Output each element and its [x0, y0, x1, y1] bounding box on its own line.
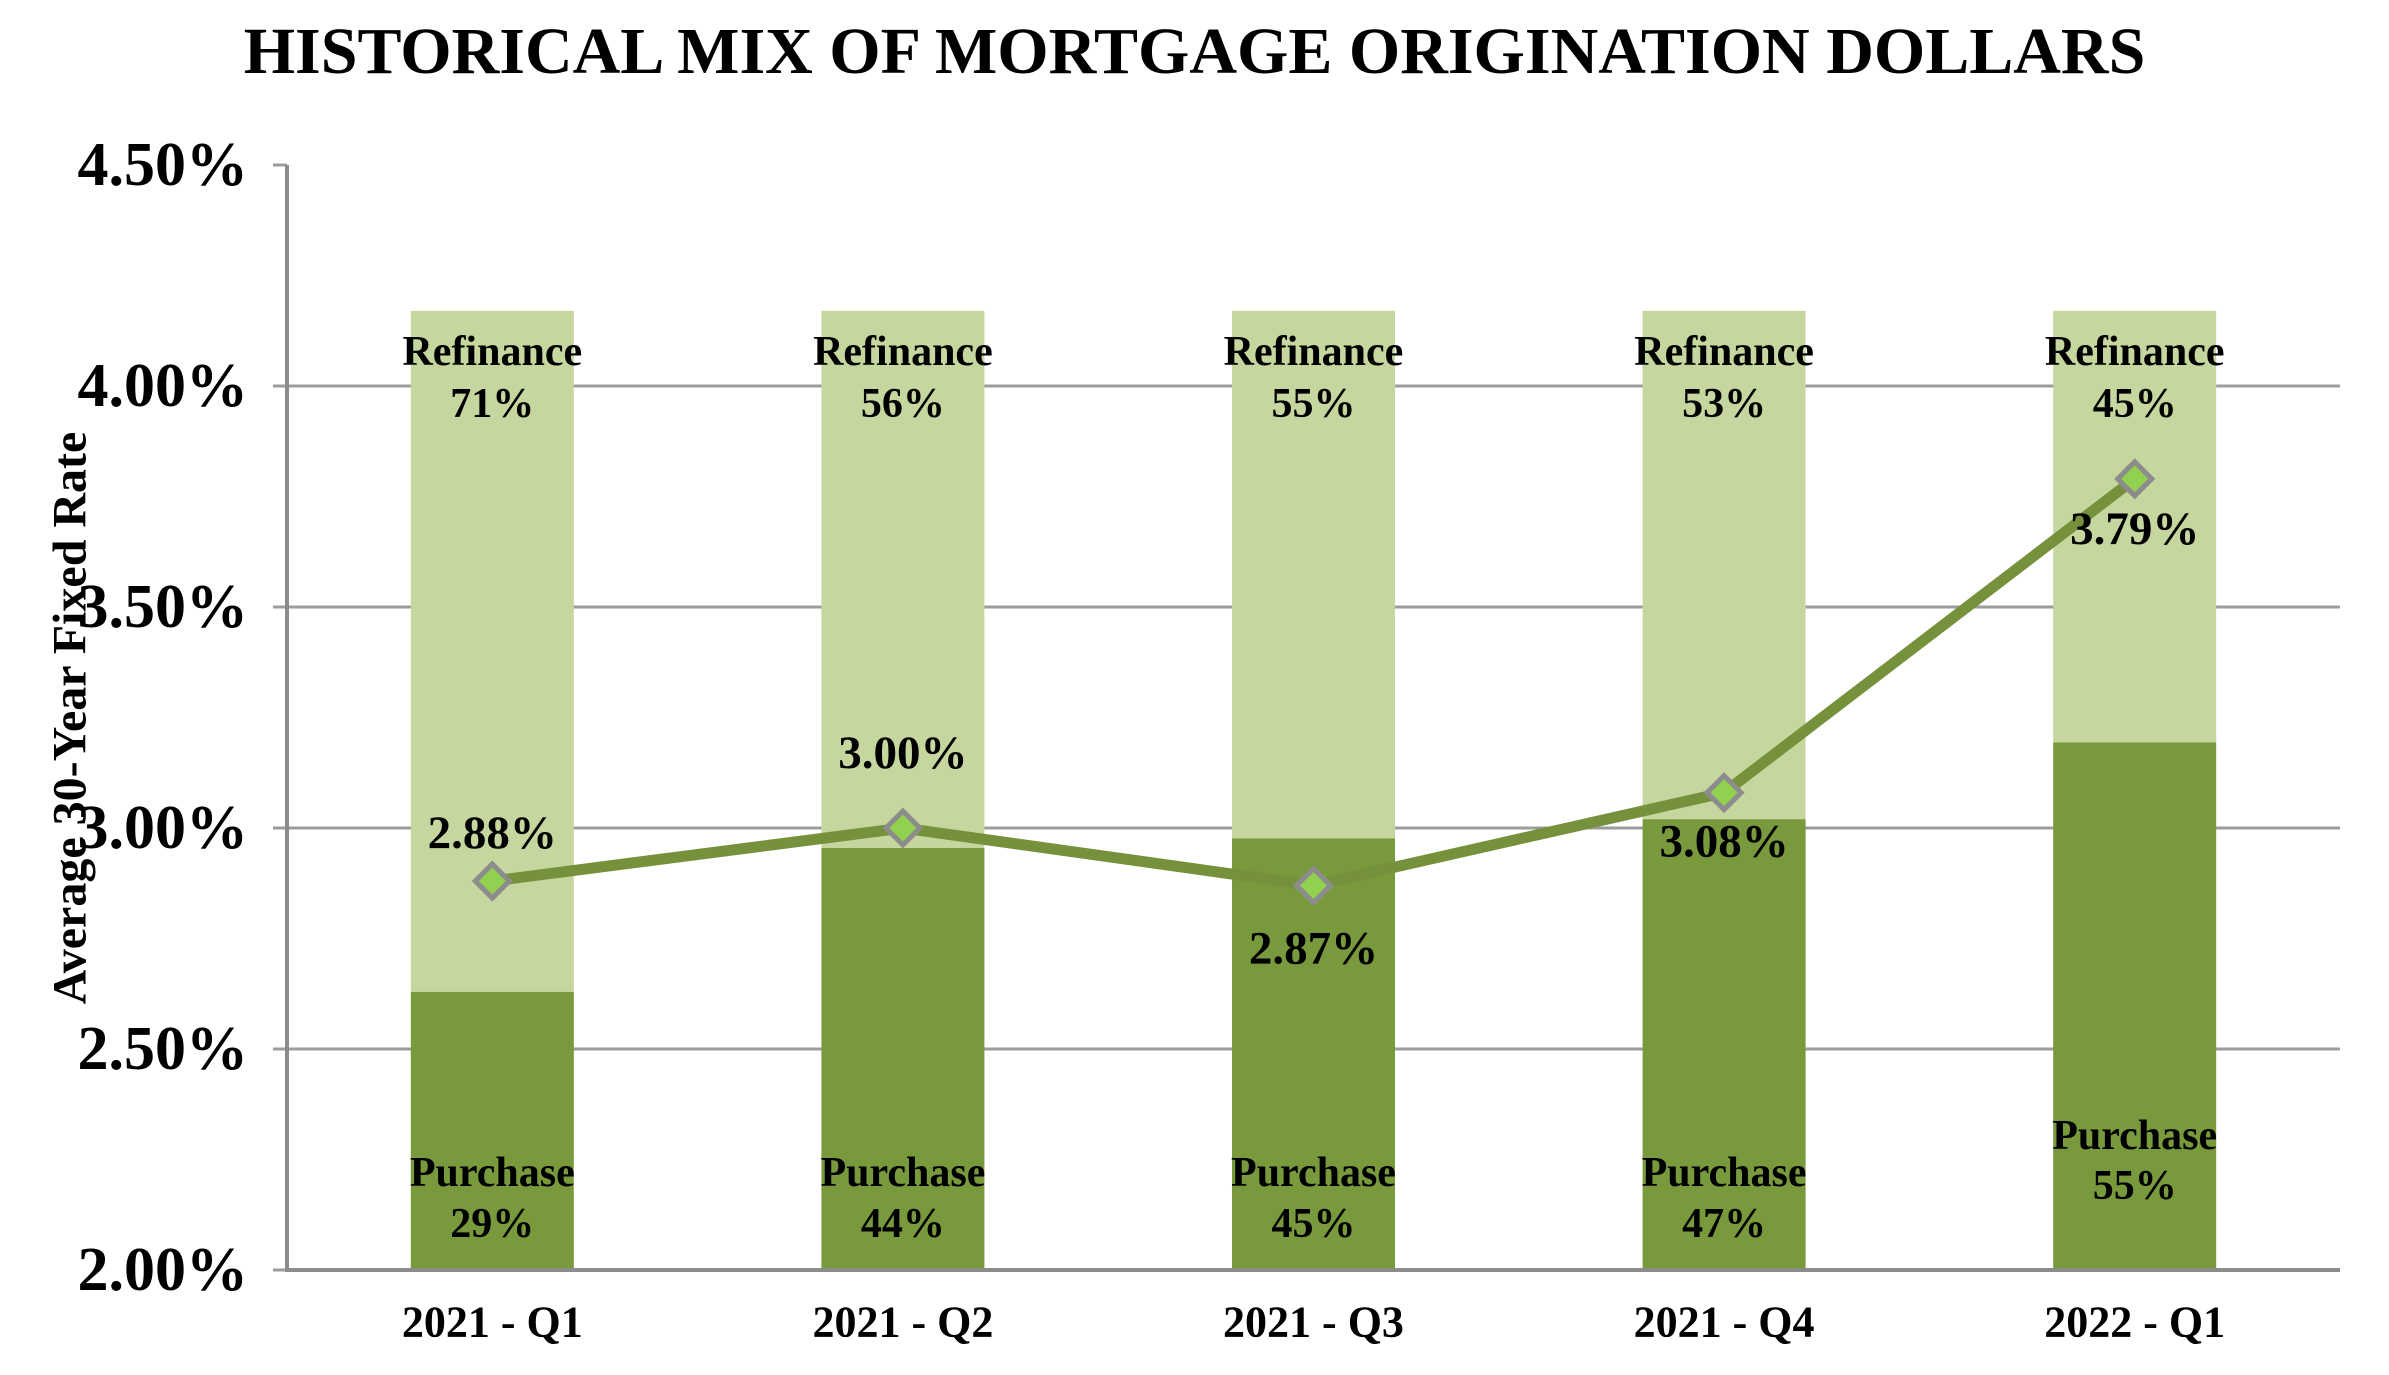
refinance-label-2021-q3: Refinance 55% [1224, 329, 1404, 427]
purchase-label-2021-q2: Purchase 44% [820, 1150, 985, 1247]
rate-marker-2.87% [1292, 864, 1335, 906]
y-tick-label-3.50%: 3.50% [78, 573, 249, 641]
x-tick-label-2022-q1: 2022 - Q1 [2044, 1298, 2225, 1347]
x-tick-label-2021-q1: 2021 - Q1 [402, 1298, 583, 1347]
purchase-label-2021-q1: Purchase 29% [410, 1150, 575, 1247]
x-tick-label-2021-q4: 2021 - Q4 [1634, 1298, 1815, 1347]
bar-refinance-2021-q4 [1642, 310, 1806, 820]
bar-purchase-2022-q1 [2053, 742, 2217, 1270]
bar-refinance-2021-q2 [821, 310, 985, 848]
rate-marker-2.88% [471, 860, 513, 902]
y-tick-label-2.50%: 2.50% [78, 1015, 249, 1083]
y-axis-title: Average 30-Year Fixed Rate [44, 432, 97, 1005]
refinance-label-2022-q1: Refinance 45% [2045, 329, 2225, 427]
refinance-label-2021-q1: Refinance 71% [402, 329, 582, 427]
rate-marker-3.00% [882, 807, 924, 849]
rate-data-label-3.00%: 3.00% [838, 727, 967, 779]
rate-data-label-3.08%: 3.08% [1659, 816, 1788, 868]
refinance-label-2021-q2: Refinance 56% [813, 329, 993, 427]
refinance-label-2021-q4: Refinance 53% [1634, 329, 1814, 427]
bar-purchase-2021-q2 [821, 847, 985, 1270]
rate-marker-3.79% [2114, 458, 2156, 500]
bar-purchase-2021-q4 [1642, 819, 1806, 1270]
x-tick-label-2021-q3: 2021 - Q3 [1223, 1298, 1404, 1347]
rate-data-label-3.79%: 3.79% [2070, 503, 2199, 555]
bar-refinance-2021-q3 [1232, 310, 1395, 839]
rate-data-label-2.88%: 2.88% [428, 807, 557, 859]
y-tick-label-4.50%: 4.50% [78, 131, 249, 199]
purchase-label-2021-q3: Purchase 45% [1231, 1150, 1396, 1247]
bar-purchase-2021-q1 [410, 991, 574, 1270]
purchase-label-2021-q4: Purchase 47% [1642, 1150, 1807, 1247]
rate-marker-3.08% [1703, 772, 1745, 814]
purchase-label-2022-q1: Purchase 55% [2052, 1113, 2217, 1209]
chart-title: HISTORICAL MIX OF MORTGAGE ORIGINATION D… [243, 15, 2146, 88]
bar-purchase-2021-q3 [1232, 838, 1395, 1270]
y-tick-label-3.00%: 3.00% [78, 794, 249, 862]
x-tick-label-2021-q2: 2021 - Q2 [812, 1298, 993, 1347]
y-tick-label-2.00%: 2.00% [78, 1236, 249, 1304]
rate-data-label-2.87%: 2.87% [1249, 922, 1378, 974]
y-tick-label-4.00%: 4.00% [78, 352, 249, 420]
